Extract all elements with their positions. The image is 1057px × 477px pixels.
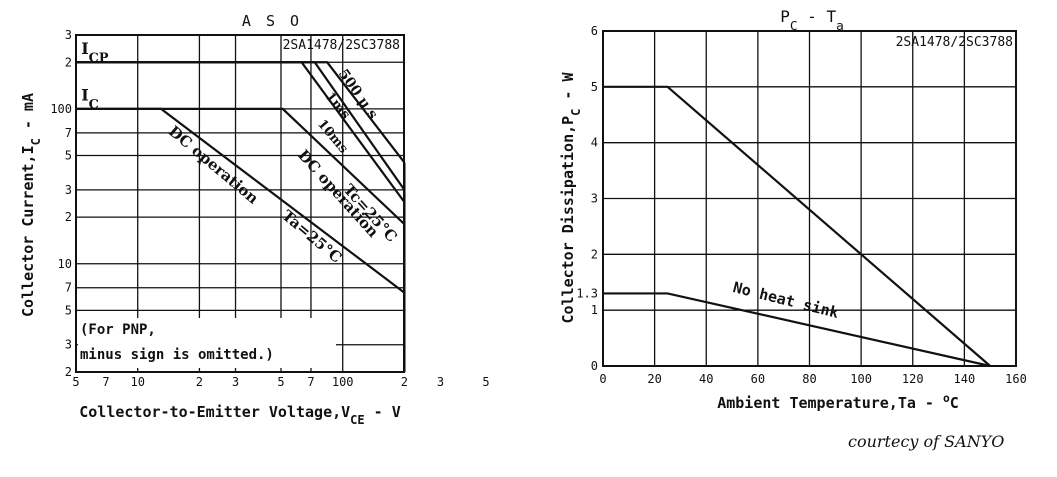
aso-y-tick-label: 10 bbox=[58, 257, 72, 271]
aso-title: A S O bbox=[242, 12, 302, 30]
aso-series-4 bbox=[76, 107, 406, 294]
dc-ta-temp-label: Ta=25°C bbox=[278, 206, 345, 266]
aso-y-axis-label: Collector Current,IC - mA bbox=[19, 93, 43, 317]
aso-x-axis-label: Collector-to-Emitter Voltage,VCE - V bbox=[79, 403, 401, 427]
aso-x-tick-label: 7 bbox=[102, 375, 109, 389]
aso-x-tick-label: 2 bbox=[196, 375, 203, 389]
icp-label: ICP bbox=[81, 39, 109, 66]
aso-x-tick-label: 10 bbox=[130, 375, 144, 389]
pnp-note-bg bbox=[78, 318, 336, 368]
pnp-note: (For PNP, minus sign is omitted.) bbox=[78, 318, 336, 368]
aso-y-tick-label: 100 bbox=[50, 102, 72, 116]
pc-series-0 bbox=[603, 85, 991, 367]
pc-x-tick-label: 120 bbox=[902, 372, 924, 386]
pc-frame bbox=[602, 30, 1017, 367]
aso-x-tick-label: 5 bbox=[277, 375, 284, 389]
aso-part-number: 2SA1478/2SC3788 bbox=[283, 38, 400, 53]
pc-x-tick-label: 20 bbox=[647, 372, 661, 386]
ic-label: IC bbox=[81, 85, 99, 112]
pc-y-tick-label: 5 bbox=[591, 80, 598, 94]
pc-title: PC - Ta bbox=[780, 7, 844, 34]
pc-series-1 bbox=[603, 292, 991, 368]
aso-x-tick-label: 5 bbox=[72, 375, 79, 389]
pnp-note-line1: (For PNP, bbox=[80, 322, 156, 338]
aso-x-tick-label: 3 bbox=[437, 375, 444, 389]
dc-ta-label: DC operation bbox=[165, 122, 262, 207]
pc-y-tick-label: 6 bbox=[591, 24, 598, 38]
no-heat-sink-label: No heat sink bbox=[731, 278, 841, 322]
pc-y-tick-label: 4 bbox=[591, 136, 598, 150]
aso-x-tick-label: 2 bbox=[401, 375, 408, 389]
aso-y-tick-label: 5 bbox=[65, 303, 72, 317]
aso-x-tick-label: 7 bbox=[307, 375, 314, 389]
aso-y-tick-label: 7 bbox=[65, 126, 72, 140]
pc-x-tick-label: 60 bbox=[751, 372, 765, 386]
aso-y-tick-label: 2 bbox=[65, 365, 72, 379]
pc-x-axis-label: Ambient Temperature,Ta - oC bbox=[717, 392, 959, 413]
pc-x-tick-label: 100 bbox=[850, 372, 872, 386]
aso-y-tick-label: 3 bbox=[65, 28, 72, 42]
pc-y-tick-label: 0 bbox=[591, 359, 598, 373]
pc-y-tick-label: 2 bbox=[591, 247, 598, 261]
aso-x-tick-label: 3 bbox=[232, 375, 239, 389]
aso-y-tick-label: 2 bbox=[65, 210, 72, 224]
pc-y-axis-label: Collector Dissipation,PC - W bbox=[559, 71, 583, 323]
aso-x-tick-label: 5 bbox=[482, 375, 489, 389]
pc-y-tick-label: 1 bbox=[591, 303, 598, 317]
aso-y-tick-label: 3 bbox=[65, 183, 72, 197]
pc-x-tick-label: 40 bbox=[699, 372, 713, 386]
pc-x-tick-label: 140 bbox=[954, 372, 976, 386]
aso-y-tick-label: 2 bbox=[65, 55, 72, 69]
pc-x-tick-label: 160 bbox=[1005, 372, 1027, 386]
pc-ta-chart: 0 20 40 60 80 100 120 140 160 0 1 2 3 4 5 6 1.3 PC - Ta 2S… bbox=[559, 7, 1027, 412]
aso-y-tick-label: 7 bbox=[65, 281, 72, 295]
aso-x-tick-label: 100 bbox=[332, 375, 354, 389]
aso-series-2 bbox=[76, 61, 406, 203]
credit-text: courtecy of SANYO bbox=[848, 432, 1005, 451]
aso-y-tick-label: 5 bbox=[65, 149, 72, 163]
pc-part-number: 2SA1478/2SC3788 bbox=[896, 35, 1013, 50]
pc-x-tick-label: 80 bbox=[802, 372, 816, 386]
pc-y-tick-label: 1.3 bbox=[576, 286, 598, 300]
pc-y-tick-label: 3 bbox=[591, 192, 598, 206]
aso-y-tick-label: 3 bbox=[65, 338, 72, 352]
pnp-note-line2: minus sign is omitted.) bbox=[80, 347, 274, 363]
pc-x-tick-label: 0 bbox=[599, 372, 606, 386]
